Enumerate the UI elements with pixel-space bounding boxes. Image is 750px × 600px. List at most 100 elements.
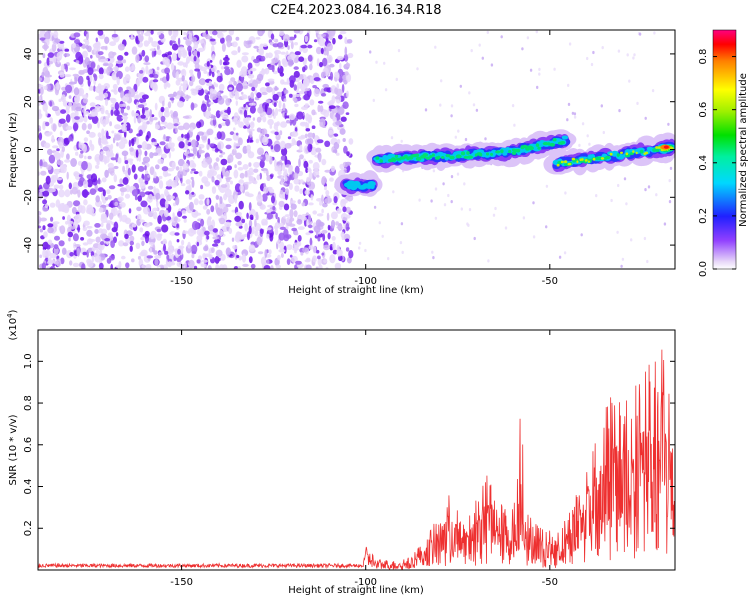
noise-blob xyxy=(193,42,198,50)
noise-blob xyxy=(273,225,279,230)
noise-blob xyxy=(273,102,277,107)
noise-blob xyxy=(118,240,125,247)
noise-blob xyxy=(124,139,128,144)
noise-blob xyxy=(109,121,112,127)
noise-blob xyxy=(177,248,181,255)
noise-blob xyxy=(321,252,325,256)
noise-blob xyxy=(38,128,41,132)
noise-blob xyxy=(47,187,54,194)
noise-blob xyxy=(171,161,176,170)
noise-blob xyxy=(84,191,90,196)
noise-blob xyxy=(38,103,41,106)
noise-blob xyxy=(152,207,159,212)
noise-blob xyxy=(272,108,275,117)
noise-blob xyxy=(298,74,304,80)
noise-blob xyxy=(307,132,314,138)
noise-blob xyxy=(198,200,204,205)
noise-blob xyxy=(86,225,93,229)
noise-blob xyxy=(46,244,51,250)
noise-blob xyxy=(289,208,294,219)
noise-blob xyxy=(109,41,117,47)
noise-blob xyxy=(289,254,293,258)
noise-blob xyxy=(122,123,128,127)
noise-speck xyxy=(573,115,577,119)
noise-blob xyxy=(322,47,329,56)
noise-blob xyxy=(160,106,165,113)
noise-blob xyxy=(243,125,247,129)
noise-blob xyxy=(157,158,164,165)
noise-blob xyxy=(327,224,331,231)
noise-blob xyxy=(298,56,305,62)
noise-blob xyxy=(100,215,108,224)
noise-blob xyxy=(156,228,162,233)
band-blob xyxy=(422,153,429,157)
band-blob xyxy=(502,151,508,156)
noise-blob xyxy=(53,244,59,250)
noise-blob xyxy=(241,253,247,263)
noise-blob xyxy=(342,138,346,142)
noise-blob xyxy=(256,116,262,123)
noise-blob xyxy=(203,70,208,74)
noise-blob xyxy=(233,266,239,269)
noise-blob xyxy=(206,208,211,215)
noise-blob xyxy=(336,152,340,156)
noise-blob xyxy=(74,116,80,120)
noise-blob xyxy=(42,122,46,131)
noise-blob xyxy=(248,102,256,106)
noise-speck xyxy=(563,251,567,255)
noise-speck xyxy=(536,85,539,89)
noise-blob xyxy=(88,131,96,138)
noise-blob xyxy=(66,171,69,180)
noise-blob xyxy=(54,235,60,241)
noise-blob xyxy=(44,38,50,43)
snr-y-multiplier: (x104) xyxy=(6,309,19,340)
noise-blob xyxy=(164,67,171,75)
noise-blob xyxy=(290,53,297,58)
noise-blob xyxy=(168,151,172,159)
noise-blob xyxy=(201,161,208,168)
noise-blob xyxy=(206,61,210,67)
noise-blob xyxy=(212,236,220,240)
noise-speck xyxy=(383,61,386,65)
noise-blob xyxy=(64,48,70,52)
noise-speck xyxy=(472,103,476,107)
noise-blob xyxy=(324,186,327,191)
noise-blob xyxy=(189,80,194,87)
noise-blob xyxy=(298,158,301,168)
noise-blob xyxy=(194,62,200,69)
noise-blob xyxy=(290,41,294,50)
noise-blob xyxy=(95,195,100,203)
noise-blob xyxy=(264,103,268,113)
noise-blob xyxy=(305,264,312,269)
colorbar-label: Normalized spectral amplitude xyxy=(738,73,749,227)
snr-ticks: -150 -100 -50 0.2 0.4 0.6 0.8 1.0 xyxy=(23,330,675,588)
noise-blob xyxy=(113,109,120,117)
noise-blob xyxy=(310,194,314,201)
colorbar-tick-label: 0.2 xyxy=(698,208,709,224)
noise-blob xyxy=(265,52,269,59)
noise-speck xyxy=(590,62,594,67)
band-blob xyxy=(560,160,564,164)
noise-blob xyxy=(200,218,205,227)
noise-speck xyxy=(387,257,390,261)
noise-blob xyxy=(295,55,300,63)
noise-blob xyxy=(47,223,54,228)
noise-blob xyxy=(115,232,119,237)
noise-blob xyxy=(58,98,62,103)
noise-blob xyxy=(131,223,137,228)
noise-blob xyxy=(65,84,73,94)
noise-blob xyxy=(236,60,242,68)
noise-blob xyxy=(141,240,145,247)
noise-blob xyxy=(228,227,233,234)
noise-blob xyxy=(169,137,172,145)
noise-blob xyxy=(149,232,155,240)
noise-speck xyxy=(651,89,655,93)
noise-speck xyxy=(439,103,442,107)
noise-blob xyxy=(56,258,62,267)
noise-blob xyxy=(81,43,86,50)
noise-blob xyxy=(278,232,285,241)
noise-blob xyxy=(251,79,258,89)
noise-blob xyxy=(69,260,73,266)
band-blob xyxy=(620,151,623,154)
noise-blob xyxy=(209,88,214,93)
